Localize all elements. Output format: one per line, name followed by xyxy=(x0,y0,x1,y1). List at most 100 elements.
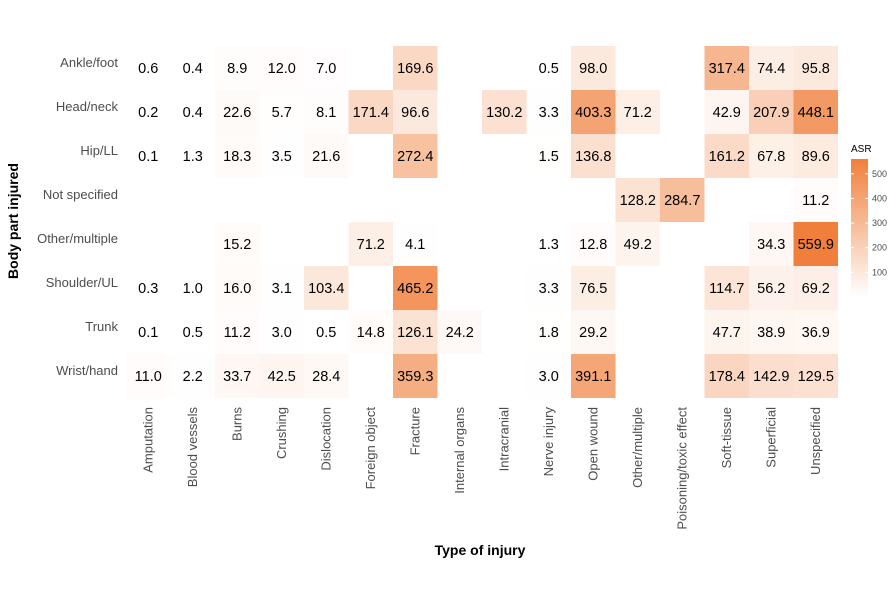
cell-value-label: 171.4 xyxy=(353,105,389,121)
cell-value-label: 71.2 xyxy=(624,105,652,121)
cell-value-label: 76.5 xyxy=(579,281,607,297)
cell-value-label: 98.0 xyxy=(579,61,607,77)
heatmap-cell xyxy=(259,310,304,354)
heatmap-cell xyxy=(215,134,260,178)
cell-value-label: 0.1 xyxy=(138,325,158,341)
heatmap-cell xyxy=(215,90,260,134)
heatmap-cell xyxy=(526,310,571,354)
cell-value-label: 1.5 xyxy=(539,149,559,165)
heatmap-cell xyxy=(170,310,215,354)
heatmap-cells xyxy=(126,46,838,398)
heatmap-cell xyxy=(571,46,616,90)
cell-value-label: 12.8 xyxy=(579,237,607,253)
heatmap-cell xyxy=(393,222,438,266)
cell-value-label: 3.3 xyxy=(539,105,559,121)
heatmap-cell xyxy=(704,134,749,178)
x-tick-label: Fracture xyxy=(407,407,422,455)
heatmap-cell xyxy=(571,90,616,134)
heatmap-cell xyxy=(526,222,571,266)
cell-value-label: 272.4 xyxy=(397,149,433,165)
heatmap-cell xyxy=(170,134,215,178)
heatmap-cell xyxy=(793,178,838,222)
cell-value-label: 16.0 xyxy=(223,281,251,297)
heatmap-cell xyxy=(526,90,571,134)
heatmap-cell xyxy=(304,354,349,398)
x-tick-label: Dislocation xyxy=(318,407,333,471)
cell-value-label: 3.0 xyxy=(539,369,559,385)
legend-tick-label: 500 xyxy=(872,169,887,179)
heatmap-cell xyxy=(526,354,571,398)
cell-value-label: 128.2 xyxy=(620,193,656,209)
x-tick-label: Other/multiple xyxy=(630,407,645,488)
cell-value-label: 3.1 xyxy=(272,281,292,297)
legend-tick-label: 300 xyxy=(872,218,887,228)
cell-value-label: 359.3 xyxy=(397,369,433,385)
cell-value-label: 1.3 xyxy=(539,237,559,253)
cell-value-label: 0.5 xyxy=(539,61,559,77)
heatmap-cell xyxy=(749,222,794,266)
cell-value-label: 11.2 xyxy=(224,325,251,341)
heatmap-cell xyxy=(126,266,171,310)
cell-value-label: 142.9 xyxy=(753,369,789,385)
heatmap-cell xyxy=(259,266,304,310)
heatmap-cell xyxy=(348,90,393,134)
heatmap-cell xyxy=(704,90,749,134)
cell-value-label: 1.8 xyxy=(539,325,559,341)
heatmap-cell xyxy=(170,354,215,398)
cell-value-label: 136.8 xyxy=(575,149,611,165)
cell-value-label: 0.1 xyxy=(138,149,158,165)
y-axis-tick-labels: Ankle/foot Head/neck Hip/LL Not specified Ot… xyxy=(37,55,118,378)
y-tick-label: Other/multiple xyxy=(37,231,118,246)
heatmap-cell xyxy=(749,90,794,134)
cell-value-label: 0.2 xyxy=(138,105,158,121)
heatmap-cell xyxy=(704,354,749,398)
cell-value-label: 465.2 xyxy=(397,281,433,297)
heatmap-cell xyxy=(259,354,304,398)
heatmap-cell xyxy=(304,90,349,134)
heatmap-cell xyxy=(304,266,349,310)
legend-colorbar xyxy=(851,159,868,297)
cell-value-label: 12.0 xyxy=(268,61,296,77)
heatmap-cell xyxy=(393,90,438,134)
heatmap-cell xyxy=(704,46,749,90)
cell-value-label: 7.0 xyxy=(316,61,336,77)
heatmap-cell xyxy=(215,354,260,398)
heatmap-cell xyxy=(393,310,438,354)
heatmap-cell xyxy=(259,46,304,90)
cell-value-label: 71.2 xyxy=(357,237,385,253)
heatmap-cell xyxy=(170,266,215,310)
heatmap-cell xyxy=(526,134,571,178)
x-tick-label: Crushing xyxy=(274,407,289,459)
heatmap-cell xyxy=(126,134,171,178)
heatmap-cell xyxy=(793,134,838,178)
cell-value-label: 56.2 xyxy=(757,281,785,297)
x-tick-label: Soft-tissue xyxy=(719,407,734,468)
cell-value-label: 114.7 xyxy=(709,281,744,297)
heatmap-cell xyxy=(215,222,260,266)
cell-value-label: 3.5 xyxy=(272,149,292,165)
cell-value-label: 4.1 xyxy=(405,237,425,253)
cell-value-label: 14.8 xyxy=(357,325,385,341)
cell-value-label: 0.6 xyxy=(138,61,158,77)
heatmap-cell xyxy=(749,46,794,90)
heatmap-cell xyxy=(348,222,393,266)
heatmap-cell xyxy=(571,266,616,310)
x-axis-title: Type of injury xyxy=(435,542,526,558)
heatmap-cell xyxy=(170,46,215,90)
cell-value-label: 38.9 xyxy=(757,325,785,341)
heatmap-cell xyxy=(793,354,838,398)
heatmap-cell xyxy=(660,178,705,222)
heatmap-cell xyxy=(793,90,838,134)
cell-value-label: 15.2 xyxy=(223,237,251,253)
x-tick-label: Burns xyxy=(229,407,244,441)
cell-value-label: 42.9 xyxy=(713,105,741,121)
cell-value-label: 67.8 xyxy=(757,149,785,165)
cell-value-label: 24.2 xyxy=(446,325,474,341)
cell-value-label: 22.6 xyxy=(223,105,251,121)
x-tick-label: Amputation xyxy=(140,407,155,473)
heatmap-cell xyxy=(749,310,794,354)
heatmap-cell xyxy=(482,90,527,134)
cell-value-label: 2.2 xyxy=(183,369,203,385)
cell-value-label: 559.9 xyxy=(798,237,834,253)
cell-value-label: 42.5 xyxy=(268,369,296,385)
